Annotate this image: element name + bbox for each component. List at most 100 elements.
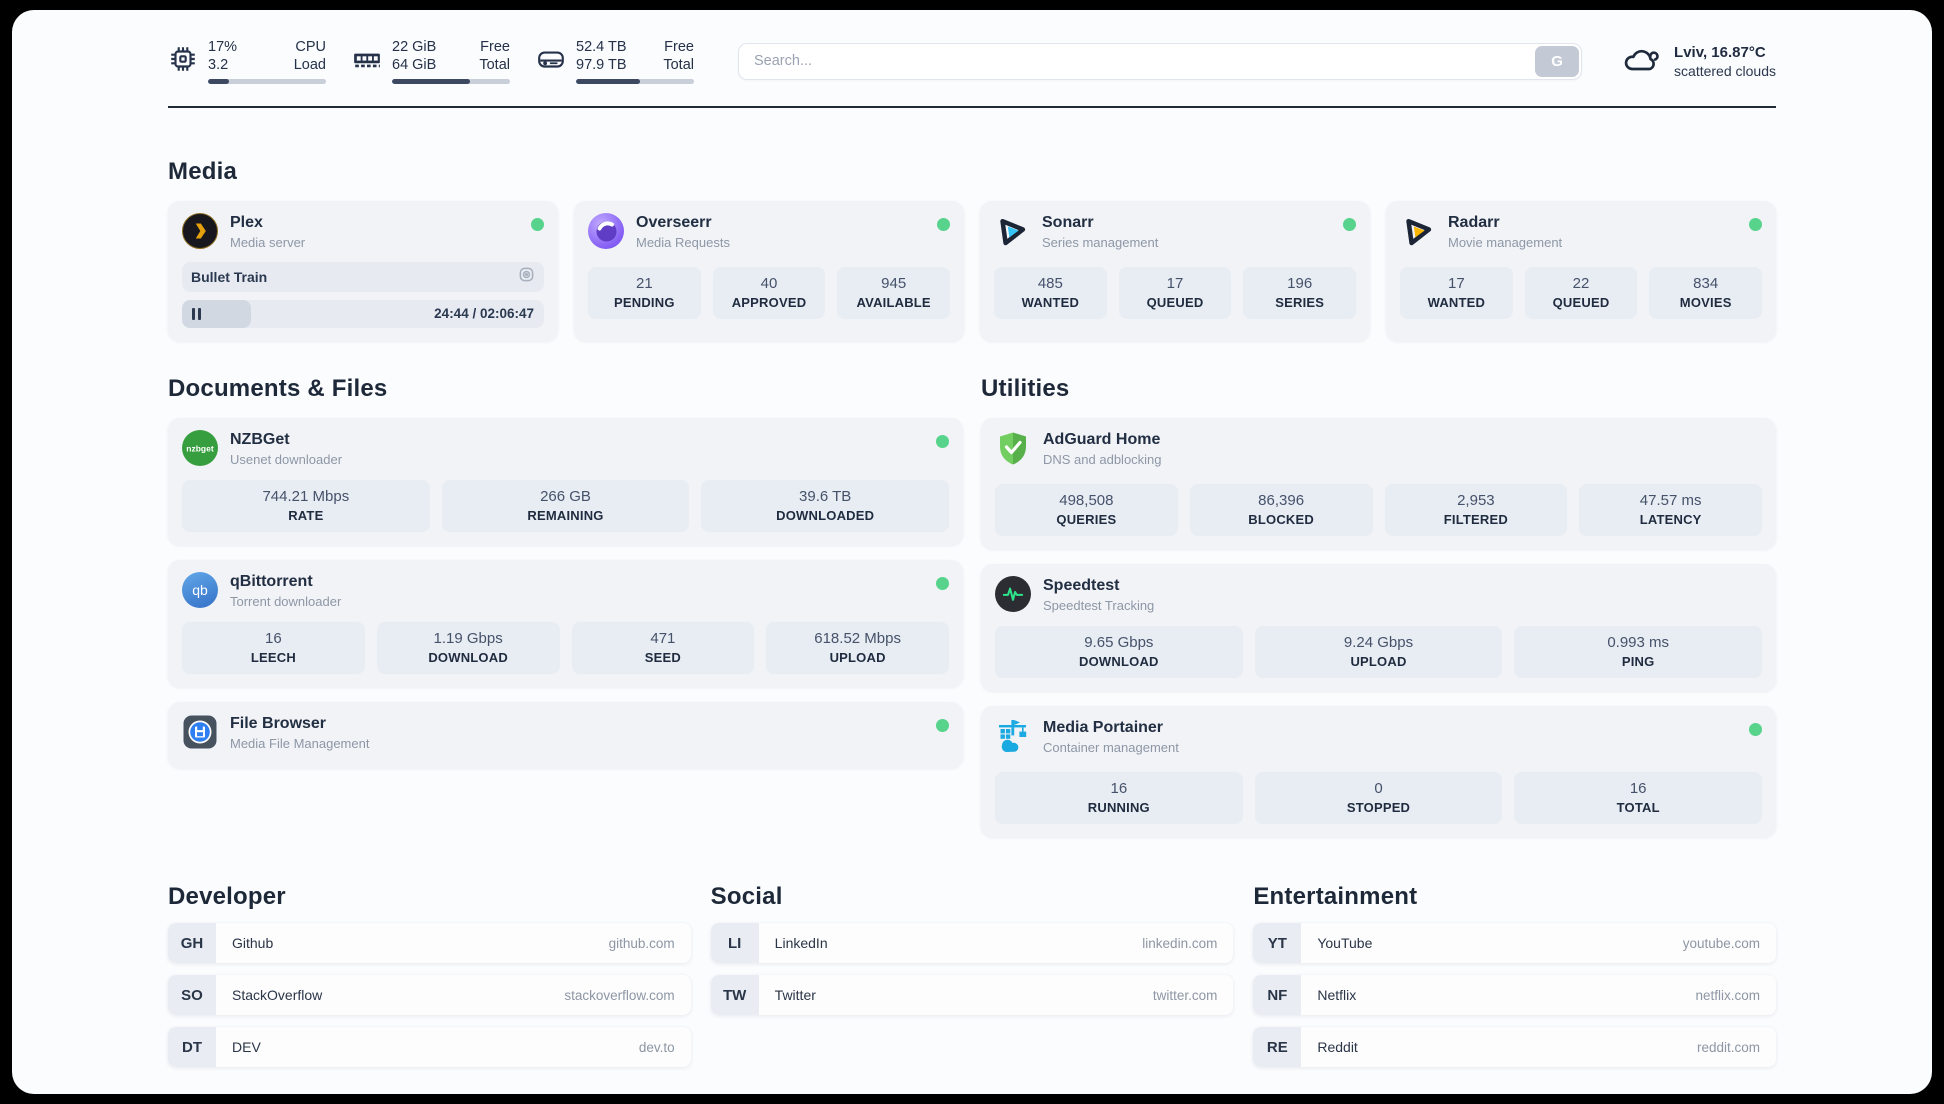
dashboard: 17% CPU 3.2 Load 22 GiB Free 64 GiB To [12,10,1932,1094]
memory-icon [352,44,382,79]
nzbget-stat-downloaded: 39.6 TB DOWNLOADED [701,480,950,532]
section-title-entertainment: Entertainment [1253,883,1418,910]
link-twitter[interactable]: TW Twitter twitter.com [710,975,1234,1015]
radarr-name: Radarr [1448,214,1500,231]
speedtest-card[interactable]: Speedtest Speedtest Tracking 9.65 Gbps DO… [981,564,1776,691]
speedtest-stat-ping: 0.993 ms PING [1514,626,1763,678]
overseerr-status-dot [937,218,950,231]
radarr-status-dot [1749,218,1762,231]
now-playing-icon [518,266,535,288]
memory-progress-bar [392,79,510,84]
sonarr-stat-queued: 17 QUEUED [1118,267,1232,319]
overseerr-card[interactable]: Overseerr Media Requests 21 PENDING 40 APP… [574,201,964,341]
section-title-utilities: Utilities [981,375,1070,402]
youtube-abbr-icon: YT [1253,923,1302,963]
svg-text:qb: qb [192,582,208,598]
adguard-icon [995,430,1031,471]
overseerr-stat-approved: 40 APPROVED [712,267,826,319]
reddit-abbr-icon: RE [1253,1027,1302,1067]
plex-card[interactable]: Plex Media server Bullet Train [168,201,558,341]
radarr-description: Movie management [1448,235,1563,250]
adguard-stat-latency: 47.57 ms LATENCY [1579,484,1762,536]
link-linkedin[interactable]: LI LinkedIn linkedin.com [710,923,1234,963]
search-input[interactable] [738,42,1583,80]
disk-free-label: Free [664,39,694,55]
speedtest-stat-upload: 9.24 Gbps UPLOAD [1254,626,1503,678]
adguard-card[interactable]: AdGuard Home DNS and adblocking 498,508 Q… [981,418,1776,549]
radarr-card[interactable]: Radarr Movie management 17 WANTED 22 QUEUE… [1386,201,1776,341]
nzbget-name: NZBGet [230,431,290,448]
weather-condition: scattered clouds [1674,62,1776,79]
filebrowser-icon [182,714,218,755]
memory-free-value: 22 GiB [392,39,437,55]
cloud-icon [1622,43,1662,80]
link-dev[interactable]: DT DEV dev.to [168,1027,691,1067]
search-engine-button[interactable]: G [1535,45,1580,77]
overseerr-stat-available: 945 AVAILABLE [837,267,951,319]
bookmark-group-social: Social LI LinkedIn linkedin.com TW Twitt… [710,883,1234,1067]
plex-playback-time: 24:44 / 02:06:47 [434,306,534,321]
link-github[interactable]: GH Github github.com [168,923,691,963]
sonarr-card[interactable]: Sonarr Series management 485 WANTED 17 QUE… [980,201,1370,341]
header-divider [168,106,1776,108]
memory-metric: 22 GiB Free 64 GiB Total [352,38,510,84]
memory-free-label: Free [480,39,510,55]
dev-abbr-icon: DT [168,1027,216,1067]
section-title-documents: Documents & Files [168,375,388,402]
cpu-label: CPU [295,39,326,55]
filebrowser-name: File Browser [230,715,327,732]
overseerr-stat-pending: 21 PENDING [588,267,701,319]
pause-icon [192,308,195,320]
top-bar: 17% CPU 3.2 Load 22 GiB Free 64 GiB To [168,10,1776,84]
plex-now-playing-row: Bullet Train [182,262,544,292]
twitter-abbr-icon: TW [710,975,759,1015]
qbittorrent-name: qBittorrent [230,573,313,590]
plex-playback-progress: 24:44 / 02:06:47 [182,300,544,328]
portainer-status-dot [1749,723,1762,736]
portainer-name: Media Portainer [1043,719,1164,736]
cpu-usage-value: 17% [208,39,238,55]
nzbget-stat-remaining: 266 GB REMAINING [441,480,690,532]
cpu-progress-bar [208,79,326,84]
link-reddit[interactable]: RE Reddit reddit.com [1253,1027,1777,1067]
adguard-stat-blocked: 86,396 BLOCKED [1189,484,1373,536]
nzbget-status-dot [936,435,949,448]
section-title-media: Media [168,158,238,185]
speedtest-icon [995,576,1031,612]
plex-now-playing-title: Bullet Train [191,269,268,285]
portainer-icon [995,718,1031,759]
nzbget-card[interactable]: nzbget NZBGet Usenet downloader 744.21 M… [168,418,963,545]
radarr-stat-queued: 22 QUEUED [1524,267,1638,319]
portainer-card[interactable]: Media Portainer Container management 16 R… [981,706,1776,837]
link-youtube[interactable]: YT YouTube youtube.com [1253,923,1777,963]
plex-icon [182,213,218,249]
disk-total-label: Total [663,57,694,73]
qbittorrent-stat-upload: 618.52 Mbps UPLOAD [766,622,949,674]
plex-description: Media server [230,235,306,250]
weather-widget: Lviv, 16.87°C scattered clouds [1622,43,1776,80]
nzbget-icon: nzbget [182,430,218,466]
filebrowser-card[interactable]: File Browser Media File Management [168,702,963,768]
linkedin-abbr-icon: LI [710,923,759,963]
overseerr-icon [588,213,624,254]
search-box: G [738,42,1583,80]
link-stackoverflow[interactable]: SO StackOverflow stackoverflow.com [168,975,691,1015]
section-title-social: Social [710,883,783,910]
adguard-description: DNS and adblocking [1043,452,1162,467]
disk-icon [536,44,566,79]
link-netflix[interactable]: NF Netflix netflix.com [1253,975,1777,1015]
sonarr-name: Sonarr [1042,214,1094,231]
portainer-stat-stopped: 0 STOPPED [1254,772,1503,824]
speedtest-description: Speedtest Tracking [1043,598,1155,613]
plex-name: Plex [230,214,263,231]
overseerr-name: Overseerr [636,214,712,231]
radarr-icon [1400,213,1436,254]
cpu-load-value: 3.2 [208,57,229,73]
portainer-stat-total: 16 TOTAL [1514,772,1763,824]
qbittorrent-card[interactable]: qb qBittorrent Torrent downloader 16 LEEC… [168,560,963,687]
section-title-developer: Developer [168,883,286,910]
qbittorrent-stat-seed: 471 SEED [571,622,755,674]
qbittorrent-icon: qb [182,572,218,608]
radarr-stat-wanted: 17 WANTED [1400,267,1513,319]
cpu-load-label: Load [293,57,326,73]
